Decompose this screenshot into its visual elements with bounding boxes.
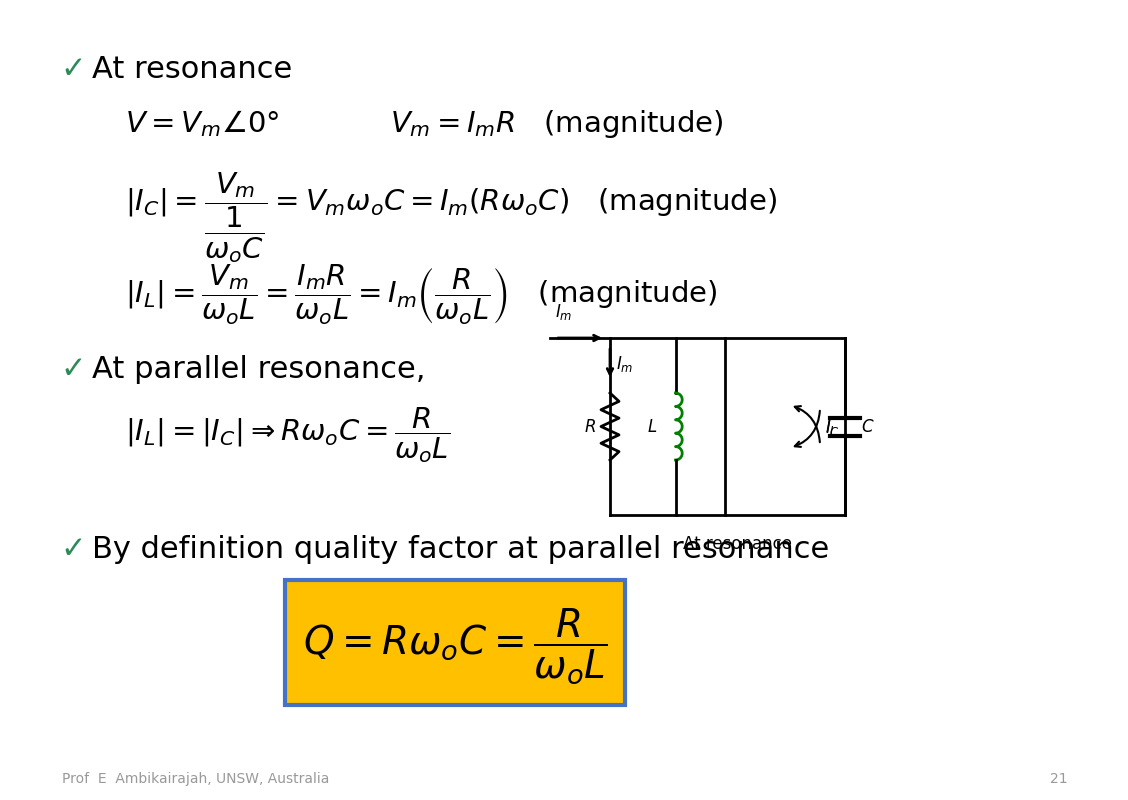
Text: $I_m$: $I_m$ bbox=[555, 302, 572, 322]
Text: Prof  E  Ambikairajah, UNSW, Australia: Prof E Ambikairajah, UNSW, Australia bbox=[62, 772, 329, 786]
Text: At resonance: At resonance bbox=[92, 55, 292, 84]
Text: $C$: $C$ bbox=[861, 418, 874, 435]
Text: $I_L$: $I_L$ bbox=[825, 417, 838, 437]
Text: ✓: ✓ bbox=[60, 355, 86, 384]
Text: $V = V_m\angle0\degree$: $V = V_m\angle0\degree$ bbox=[125, 108, 280, 138]
Text: $|I_L| = |I_C| \Rightarrow R\omega_o C = \dfrac{R}{\omega_o L}$: $|I_L| = |I_C| \Rightarrow R\omega_o C =… bbox=[125, 405, 450, 465]
Text: 21: 21 bbox=[1050, 772, 1068, 786]
Text: ✓: ✓ bbox=[60, 535, 86, 564]
Text: At resonance: At resonance bbox=[682, 535, 792, 553]
Text: At parallel resonance,: At parallel resonance, bbox=[92, 355, 425, 384]
Text: By definition quality factor at parallel resonance: By definition quality factor at parallel… bbox=[92, 535, 829, 564]
Text: $|I_L| = \dfrac{V_m}{\omega_o L} = \dfrac{I_m R}{\omega_o L} = I_m\left(\dfrac{R: $|I_L| = \dfrac{V_m}{\omega_o L} = \dfra… bbox=[125, 262, 717, 326]
Text: $V_m = I_m R$   (magnitude): $V_m = I_m R$ (magnitude) bbox=[390, 108, 723, 140]
Bar bbox=[285, 580, 625, 705]
Text: $|I_C| = \dfrac{V_m}{\dfrac{1}{\omega_o C}} = V_m\omega_o C = I_m(R\omega_o C)$ : $|I_C| = \dfrac{V_m}{\dfrac{1}{\omega_o … bbox=[125, 170, 777, 265]
Text: $R$: $R$ bbox=[584, 418, 596, 435]
Text: $I_C$: $I_C$ bbox=[825, 418, 840, 438]
Text: $L$: $L$ bbox=[647, 418, 658, 435]
Text: ✓: ✓ bbox=[60, 55, 86, 84]
Text: $Q = R\omega_o C = \dfrac{R}{\omega_o L}$: $Q = R\omega_o C = \dfrac{R}{\omega_o L}… bbox=[302, 606, 607, 686]
Text: $I_m$: $I_m$ bbox=[616, 354, 634, 374]
